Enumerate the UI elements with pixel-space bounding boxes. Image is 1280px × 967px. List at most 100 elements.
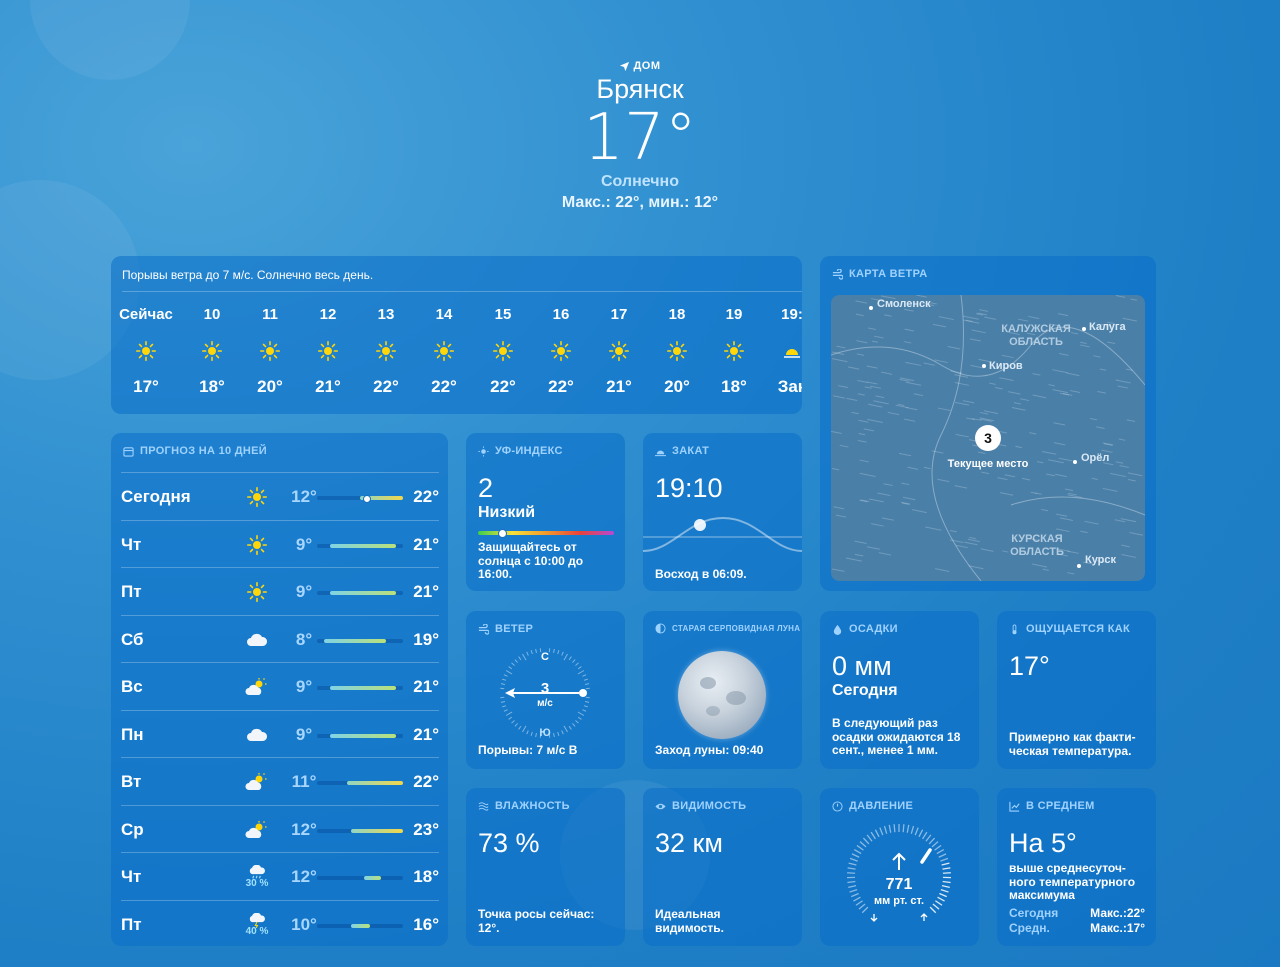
pressure-needle xyxy=(920,848,932,864)
map-region-label: КУРСКАЯ xyxy=(1011,533,1062,545)
hourly-item: 14 22° xyxy=(414,306,474,397)
day-low: 12° xyxy=(291,487,317,506)
city-dot xyxy=(982,364,986,368)
day-high: 21° xyxy=(413,534,439,554)
humidity-title: ВЛАЖНОСТЬ xyxy=(478,800,570,812)
hour-time: 12 xyxy=(319,306,337,323)
hour-temp: 20° xyxy=(257,377,283,396)
uv-value: 2 xyxy=(478,473,494,503)
forecast-day-row[interactable]: Чт 9° 21° xyxy=(121,519,439,568)
humidity-icon xyxy=(478,801,489,811)
wind-map-card[interactable]: КАРТА ВЕТРА Смоленск Калуга Киров Орёл К… xyxy=(820,256,1156,591)
day-low: 9° xyxy=(295,724,313,744)
humidity-value: 73 % xyxy=(478,828,540,858)
location-arrow-icon xyxy=(620,61,630,71)
moon-phase-icon xyxy=(655,623,666,634)
wind-map[interactable]: Смоленск Калуга Киров Орёл Курск КАЛУЖСК… xyxy=(831,295,1145,581)
pressure-card[interactable]: ДАВЛЕНИЕ 771 мм рт. ст. xyxy=(820,788,979,946)
moon-card[interactable]: СТАРАЯ СЕРПОВИДНАЯ ЛУНА Заход луны: 09:4… xyxy=(643,611,802,769)
hourly-item: 10 18° xyxy=(182,306,242,397)
temp-range-bar xyxy=(317,923,403,928)
hourly-item: 12 21° xyxy=(298,306,358,397)
forecast-day-row[interactable]: Пн 9° 21° xyxy=(121,709,439,758)
average-card[interactable]: В СРЕДНЕМ На 5° выше среднесуточ-ного те… xyxy=(997,788,1156,946)
sun-path-graph xyxy=(643,516,802,552)
humidity-description: Точка росы сейчас: 12°. xyxy=(478,907,595,935)
forecast-day-row[interactable]: Пт 9° 21° xyxy=(121,567,439,615)
hour-time: 15 xyxy=(494,306,512,323)
eye-icon xyxy=(655,803,666,809)
wind-card[interactable]: ВЕТЕР С Ю 3 м/с Порывы: 7 м/с В xyxy=(466,611,625,769)
forecast-day-row[interactable]: Ср 12° 23° xyxy=(121,804,439,853)
current-weather-header: ДОМ Брянск 17° Солнечно Макс.: 22°, мин.… xyxy=(0,60,1280,212)
day-name: Сб xyxy=(121,629,144,649)
location-label: ДОМ xyxy=(0,60,1280,72)
calendar-icon xyxy=(123,446,134,457)
sun-small-icon xyxy=(478,445,489,457)
map-city-label: Орёл xyxy=(1081,452,1109,464)
ten-day-forecast-card[interactable]: ПРОГНОЗ НА 10 ДНЕЙ Сегодня 12° 22° Чт 9° … xyxy=(111,433,448,946)
forecast-day-row[interactable]: Вт 11° 22° xyxy=(121,757,439,805)
divider xyxy=(122,291,802,292)
humidity-card[interactable]: ВЛАЖНОСТЬ 73 % Точка росы сейчас: 12°. xyxy=(466,788,625,946)
visibility-value: 32 км xyxy=(655,828,723,858)
current-location-label: Текущее место xyxy=(948,458,1029,470)
sun-icon xyxy=(647,341,707,361)
sunset-card[interactable]: ЗАКАТ 19:10 Восход в 06:09. xyxy=(643,433,802,591)
forecast-day-row[interactable]: Чт 30 % 12° 18° xyxy=(121,852,439,900)
hour-time: Сейчас xyxy=(119,306,173,323)
feels-description: Примерно как факти-ческая температура. xyxy=(1009,730,1136,758)
pressure-value: 771 xyxy=(886,876,913,893)
precipitation-card[interactable]: ОСАДКИ 0 мм Сегодня В следующий раз осад… xyxy=(820,611,979,769)
hour-time: 11 xyxy=(262,306,278,323)
sunset-time: 19:10 xyxy=(655,473,723,503)
hourly-item: 11 20° xyxy=(240,306,300,397)
hour-time: 13 xyxy=(377,306,395,323)
hour-time: 17 xyxy=(610,306,628,323)
average-title: В СРЕДНЕМ xyxy=(1009,800,1095,812)
day-name: Ср xyxy=(121,819,144,839)
uv-index-card[interactable]: УФ-ИНДЕКС 2 Низкий Защищайтесь от солнца… xyxy=(466,433,625,591)
day-low: 12° xyxy=(291,867,317,886)
hour-temp: 22° xyxy=(431,377,457,396)
partly-cloudy-icon xyxy=(245,818,269,842)
wind-map-title: КАРТА ВЕТРА xyxy=(832,268,928,280)
temp-range-bar xyxy=(317,591,403,595)
current-location-marker[interactable] xyxy=(975,425,1001,451)
forecast-day-row[interactable]: Пт 40 % 10° 16° xyxy=(121,899,439,947)
compass-north: С xyxy=(541,651,549,663)
average-description: выше среднесуточ-ного температурного мак… xyxy=(1009,861,1136,902)
uv-title: УФ-ИНДЕКС xyxy=(478,445,563,457)
feels-like-card[interactable]: ОЩУЩАЕТСЯ КАК 17° Примерно как факти-чес… xyxy=(997,611,1156,769)
day-low: 11° xyxy=(291,772,317,791)
sunrise-text: Восход в 06:09. xyxy=(655,567,747,581)
forecast-day-row[interactable]: Сб 8° 19° xyxy=(121,614,439,663)
pressure-title: ДАВЛЕНИЕ xyxy=(832,800,913,812)
sun-icon xyxy=(116,341,176,361)
day-high: 21° xyxy=(413,724,439,744)
hour-temp: 21° xyxy=(606,377,632,396)
current-temperature: 17° xyxy=(583,101,697,175)
day-low: 8° xyxy=(295,629,313,649)
sun-icon xyxy=(182,341,242,361)
hourly-forecast-card[interactable]: Порывы ветра до 7 м/с. Солнечно весь ден… xyxy=(111,256,802,414)
sun-icon xyxy=(704,341,764,361)
forecast-day-row[interactable]: Вс 9° 21° xyxy=(121,662,439,710)
uv-level: Низкий xyxy=(478,504,536,521)
temp-range-bar xyxy=(317,781,403,785)
visibility-card[interactable]: ВИДИМОСТЬ 32 км Идеальная видимость. xyxy=(643,788,802,946)
hourly-item: 19: Зак xyxy=(762,306,802,397)
temp-range-bar xyxy=(317,876,403,880)
city-dot xyxy=(1077,564,1081,568)
precip-period: Сегодня xyxy=(832,682,898,699)
map-region-label: КАЛУЖСКАЯ xyxy=(1001,323,1071,335)
wind-icon xyxy=(478,623,489,635)
hourly-item: 18 20° xyxy=(647,306,707,397)
forecast-day-row[interactable]: Сегодня 12° 22° xyxy=(121,472,439,520)
day-name: Сегодня xyxy=(121,487,191,506)
thermometer-icon xyxy=(1012,623,1017,634)
feels-title: ОЩУЩАЕТСЯ КАК xyxy=(1009,623,1130,635)
wind-gusts: Порывы: 7 м/с В xyxy=(478,743,578,757)
hourly-item: 13 22° xyxy=(356,306,416,397)
sun-icon xyxy=(414,341,474,361)
